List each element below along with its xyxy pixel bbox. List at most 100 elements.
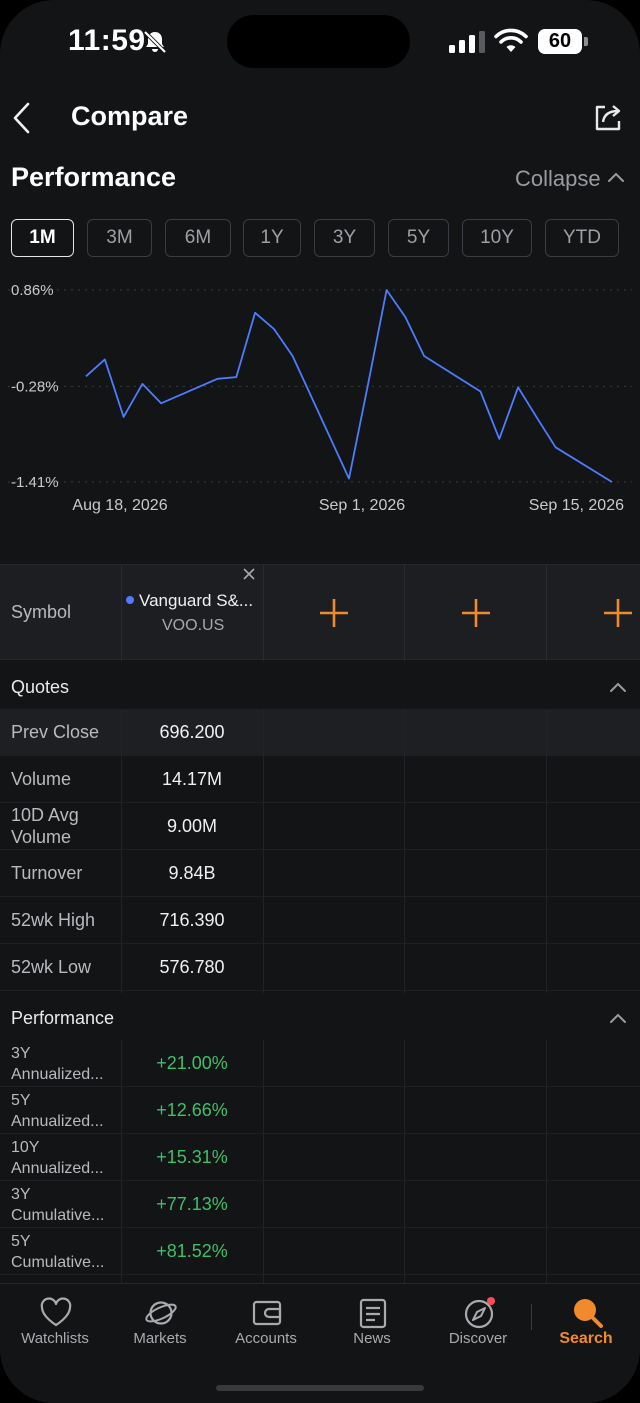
add-symbol-slot-3[interactable] <box>546 565 640 661</box>
row-value: 576.780 <box>159 957 225 977</box>
quote-row-volume: Volume 14.17M <box>0 756 640 803</box>
symbol-label: Symbol <box>11 602 72 622</box>
tab-label: Watchlists <box>21 1330 89 1347</box>
tab-accounts[interactable]: Accounts <box>213 1284 319 1354</box>
row-value: 9.84B <box>168 863 216 883</box>
period-10y[interactable]: 10Y <box>462 219 532 257</box>
x-tick-label: Sep 1, 2026 <box>319 497 405 514</box>
y-tick-label: -1.41% <box>11 474 59 491</box>
row-label-line: 10Y <box>11 1139 40 1156</box>
period-1y[interactable]: 1Y <box>243 219 301 257</box>
tab-markets[interactable]: Markets <box>107 1284 213 1354</box>
share-icon[interactable] <box>592 101 624 133</box>
symbol-name-text: Vanguard S&... <box>139 591 254 610</box>
row-label-line: Annualized... <box>11 1113 104 1130</box>
row-value: +81.52% <box>156 1241 228 1261</box>
row-label-line: 5Y <box>11 1233 31 1250</box>
performance-row: 3Y Annualized... +21.00% <box>0 1040 640 1087</box>
chevron-up-icon[interactable] <box>607 170 625 184</box>
add-plus-icon[interactable] <box>318 597 350 629</box>
row-label: Prev Close <box>11 722 100 742</box>
row-label: 52wk Low <box>11 957 92 977</box>
column-divider <box>404 709 405 993</box>
row-label-line: Cumulative... <box>11 1254 105 1271</box>
status-time: 11:59 <box>68 24 146 57</box>
compass-icon <box>464 1297 495 1329</box>
quotes-title: Quotes <box>11 677 70 697</box>
quote-row-10d-avg-volume: 10D Avg Volume 9.00M <box>0 803 640 850</box>
tab-label: Search <box>559 1330 613 1347</box>
chevron-up-icon[interactable] <box>609 1012 627 1024</box>
period-1m[interactable]: 1M <box>11 219 74 257</box>
symbol-card[interactable] <box>121 565 263 661</box>
x-tick-label: Aug 18, 2026 <box>72 497 167 514</box>
row-label: Volume <box>11 769 72 789</box>
add-plus-icon[interactable] <box>460 597 492 629</box>
symbol-code: VOO.US <box>162 617 225 634</box>
period-3m[interactable]: 3M <box>87 219 152 257</box>
performance-row: 5Y Annualized... +12.66% <box>0 1087 640 1134</box>
wifi-icon <box>494 28 528 52</box>
column-divider <box>263 709 264 993</box>
column-divider <box>263 1040 264 1283</box>
search-icon <box>574 1299 603 1328</box>
column-divider <box>546 709 547 993</box>
add-plus-icon[interactable] <box>602 597 634 629</box>
column-divider <box>121 709 122 993</box>
performance-chart[interactable]: 0.86% -0.28% -1.41% Aug 18, 2026 Sep 1, 2026… <box>0 270 640 530</box>
add-symbol-slot-2[interactable] <box>404 565 546 661</box>
row-value: 716.390 <box>159 910 225 930</box>
tab-watchlists[interactable]: Watchlists <box>2 1284 108 1354</box>
row-label-line: 5Y <box>11 1092 31 1109</box>
performance-section-header[interactable]: Performance <box>0 995 640 1041</box>
x-tick-label: Sep 15, 2026 <box>529 497 624 514</box>
news-icon <box>359 1298 387 1329</box>
tab-label: News <box>353 1330 391 1347</box>
row-value: 14.17M <box>161 769 223 789</box>
quote-row-turnover: Turnover 9.84B <box>0 850 640 897</box>
row-value: +15.31% <box>156 1147 228 1167</box>
period-3y[interactable]: 3Y <box>314 219 375 257</box>
row-label-line: Annualized... <box>11 1160 104 1177</box>
performance-chart-title: Performance <box>11 162 177 192</box>
planet-icon <box>145 1301 177 1325</box>
column-divider <box>121 1040 122 1283</box>
row-label: 10Y Annualized... <box>11 1137 104 1179</box>
battery-level: 60 <box>538 29 582 54</box>
quote-row-prev-close: Prev Close 696.200 <box>0 709 640 756</box>
collapse-button[interactable]: Collapse <box>515 166 601 191</box>
series-color-dot <box>126 596 134 604</box>
row-label-line: Cumulative... <box>11 1207 105 1224</box>
battery-icon: 60 <box>538 29 588 54</box>
page-title: Compare <box>71 101 189 131</box>
period-5y[interactable]: 5Y <box>388 219 449 257</box>
quotes-section-header[interactable]: Quotes <box>0 664 640 710</box>
add-symbol-slot-1[interactable] <box>263 565 404 661</box>
performance-row: 3Y Cumulative... +77.13% <box>0 1181 640 1228</box>
remove-symbol-icon[interactable] <box>242 567 256 581</box>
quote-row-52wk-low: 52wk Low 576.780 <box>0 944 640 991</box>
row-label-line: Volume <box>11 827 72 847</box>
series-line <box>85 289 613 483</box>
tab-news[interactable]: News <box>319 1284 425 1354</box>
row-label: 52wk High <box>11 910 96 930</box>
row-label: Turnover <box>11 863 83 883</box>
symbol-name: Vanguard S&... <box>126 591 256 611</box>
tab-search[interactable]: Search <box>533 1284 639 1354</box>
tab-discover[interactable]: Discover <box>425 1284 531 1354</box>
status-bar: 11:59 60 <box>0 0 640 82</box>
back-chevron-icon[interactable] <box>8 100 38 136</box>
row-label-line: 3Y <box>11 1186 31 1203</box>
quote-row-52wk-high: 52wk High 716.390 <box>0 897 640 944</box>
home-indicator <box>216 1385 424 1391</box>
tab-bar: Watchlists Markets Accounts News Discove… <box>0 1283 640 1403</box>
row-label-line: Annualized... <box>11 1066 104 1083</box>
period-selector: 1M 3M 6M 1Y 3Y 5Y 10Y YTD <box>11 219 623 257</box>
y-tick-label: 0.86% <box>11 282 54 299</box>
period-6m[interactable]: 6M <box>165 219 231 257</box>
heart-icon <box>40 1297 72 1327</box>
period-ytd[interactable]: YTD <box>545 219 619 257</box>
tab-label: Discover <box>448 1330 508 1347</box>
chevron-up-icon[interactable] <box>609 681 627 693</box>
